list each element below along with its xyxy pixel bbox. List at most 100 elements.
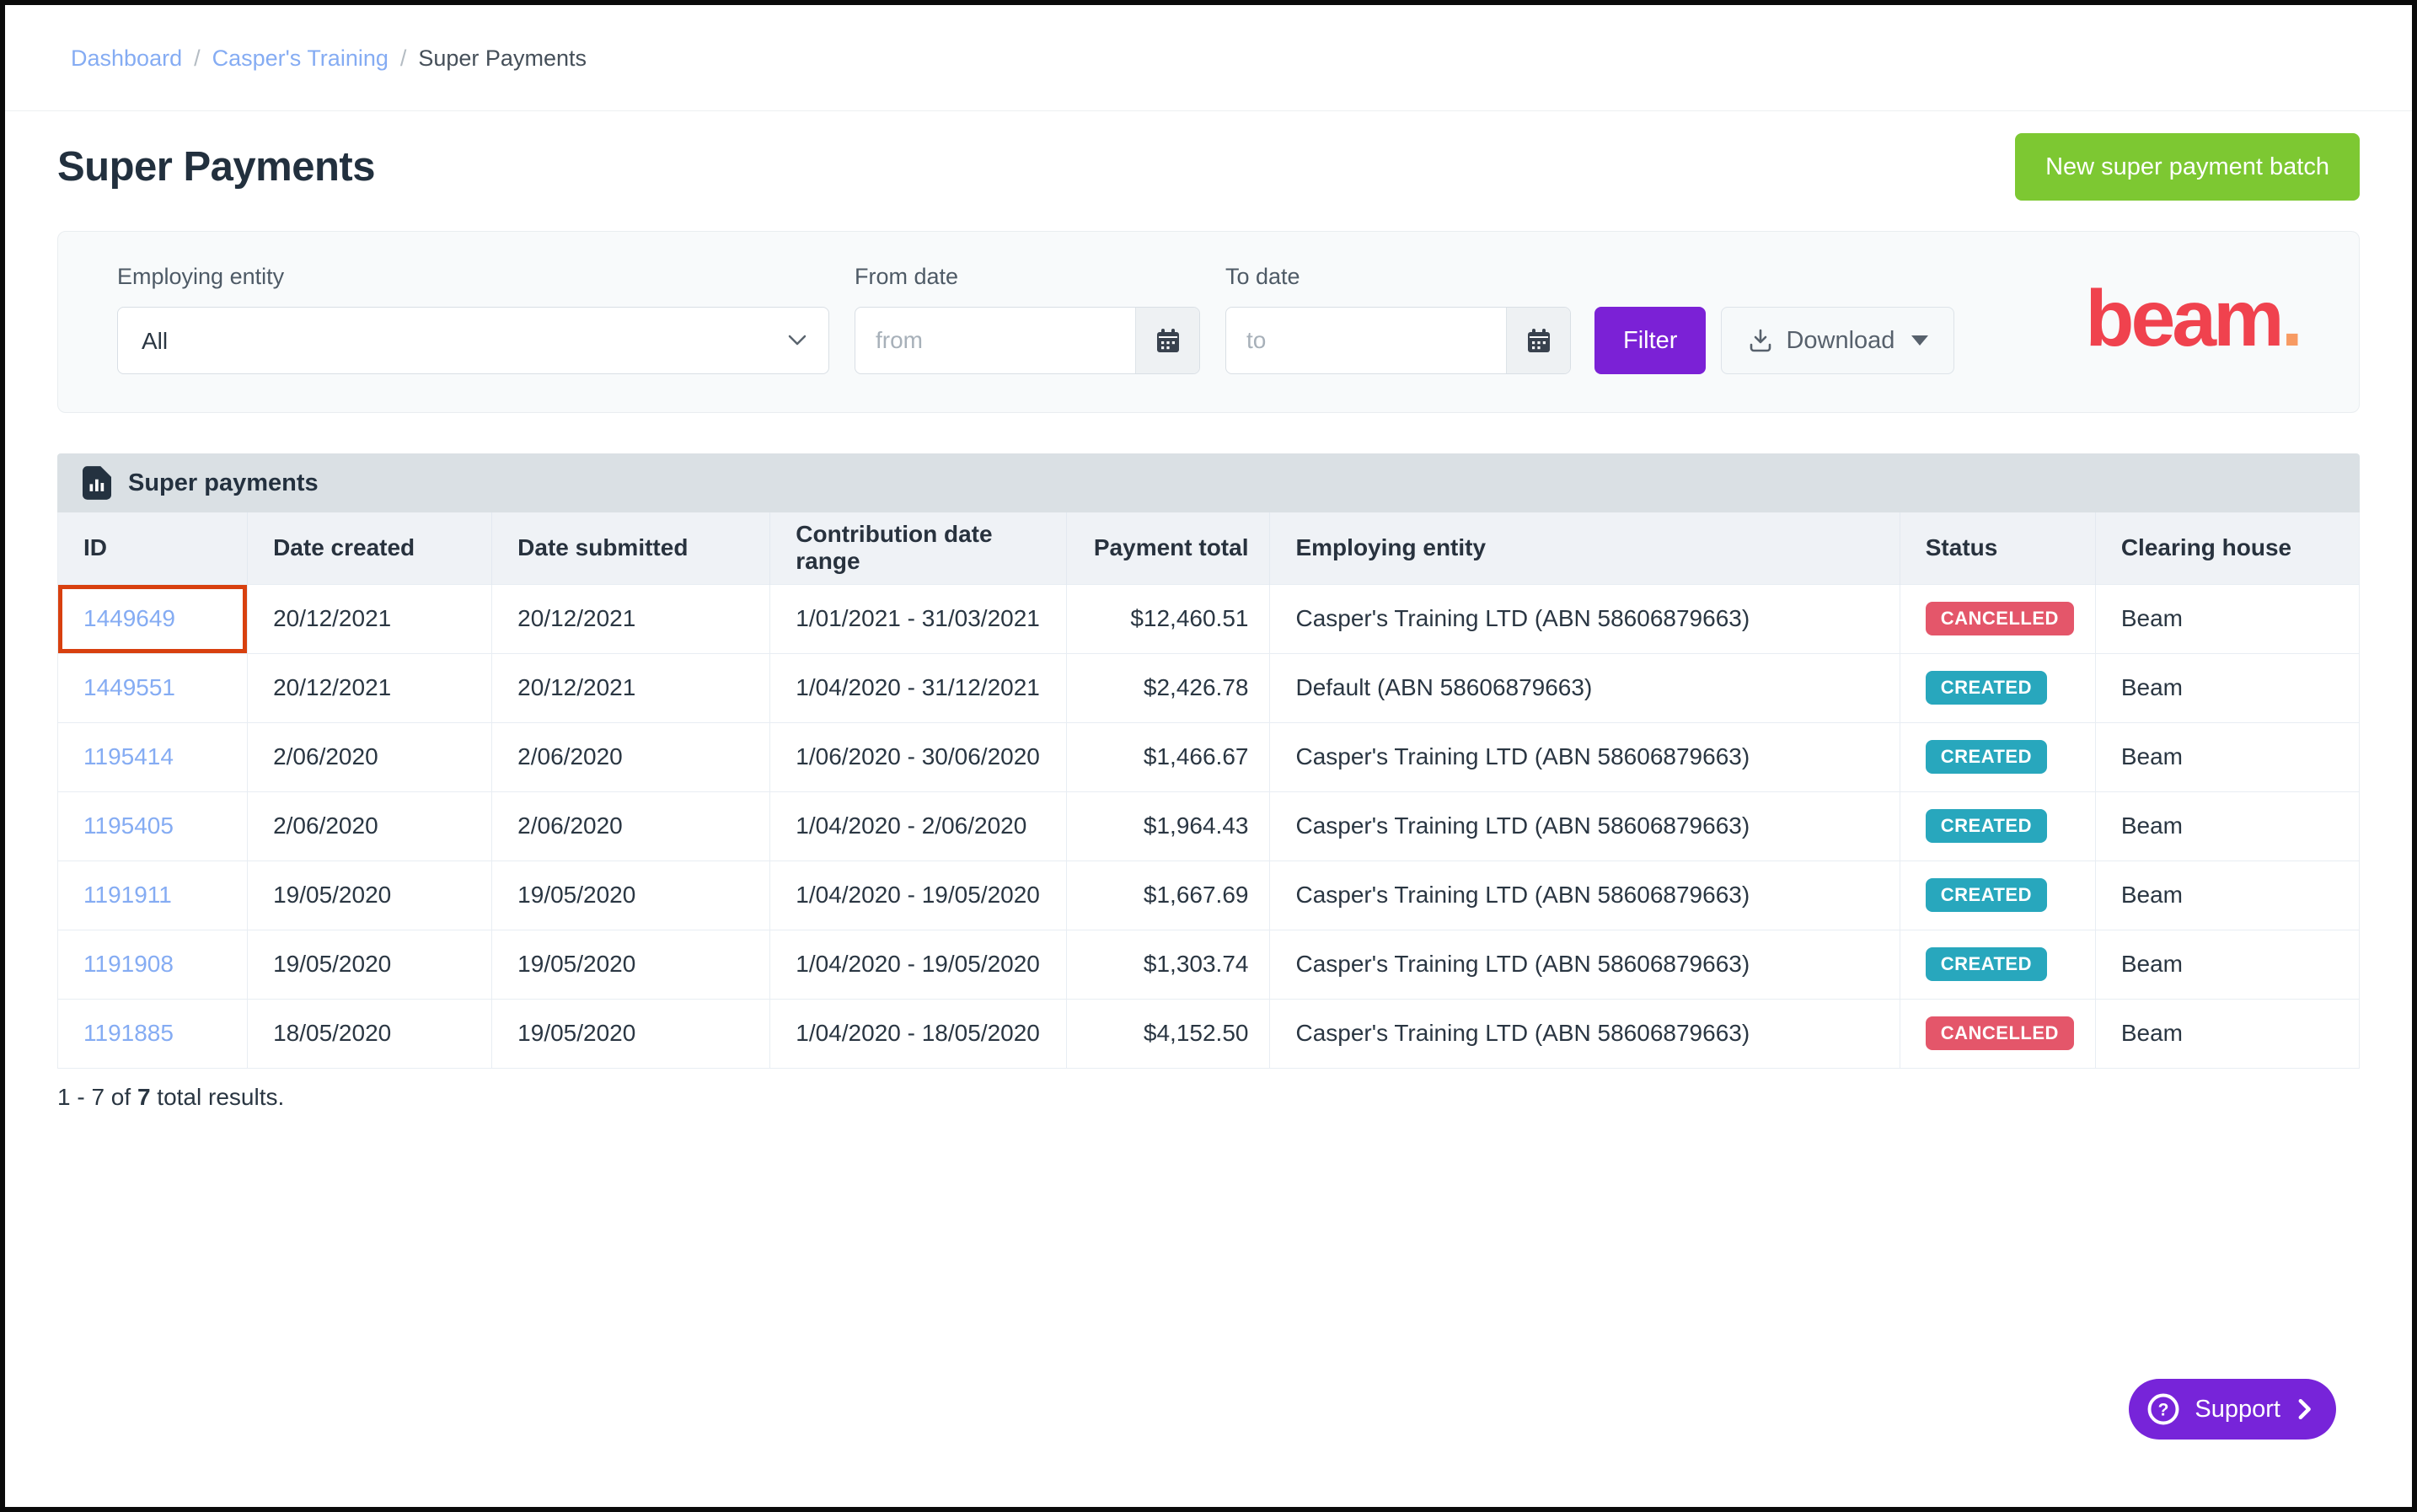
calendar-icon xyxy=(1156,329,1179,352)
date-created-cell: 18/05/2020 xyxy=(247,999,493,1069)
payment-total-cell: $1,964.43 xyxy=(1066,791,1271,861)
payment-id-link[interactable]: 1195405 xyxy=(83,812,174,839)
payment-id-link[interactable]: 1191885 xyxy=(83,1020,174,1046)
to-date-label: To date xyxy=(1225,264,1300,289)
date-submitted-cell: 19/05/2020 xyxy=(491,861,771,930)
status-badge: CREATED xyxy=(1925,671,2047,705)
status-cell: CREATED xyxy=(1900,930,2096,1000)
payment-id-link[interactable]: 1191908 xyxy=(83,951,174,977)
column-header-employing-entity: Employing entity xyxy=(1269,512,1900,584)
caret-down-icon xyxy=(1911,335,1929,346)
from-date-calendar-button[interactable] xyxy=(1135,308,1199,373)
results-total: 7 xyxy=(137,1083,151,1110)
date-submitted-cell: 20/12/2021 xyxy=(491,583,771,654)
status-cell: CREATED xyxy=(1900,861,2096,930)
title-row: Super Payments New super payment batch xyxy=(5,111,2412,201)
date-created-cell: 2/06/2020 xyxy=(247,791,493,861)
id-cell: 1191908 xyxy=(57,930,249,1000)
employing-entity-cell: Casper's Training LTD (ABN 58606879663) xyxy=(1269,999,1900,1069)
employing-entity-field: Employing entity All xyxy=(117,264,829,374)
payment-id-link[interactable]: 1449551 xyxy=(83,674,176,700)
chevron-right-icon xyxy=(2298,1398,2311,1420)
calendar-icon xyxy=(1527,329,1550,352)
filter-button[interactable]: Filter xyxy=(1594,307,1707,374)
table-row: 1195414 2/06/2020 2/06/2020 1/06/2020 - … xyxy=(57,722,2360,792)
table-header-row: ID Date created Date submitted Contribut… xyxy=(57,512,2360,584)
to-date-field: To date xyxy=(1225,264,1571,374)
breadcrumb-current: Super Payments xyxy=(418,46,587,71)
from-date-input[interactable] xyxy=(855,308,1135,373)
employing-entity-select[interactable]: All xyxy=(117,307,829,374)
status-cell: CANCELLED xyxy=(1900,583,2096,654)
employing-entity-cell: Casper's Training LTD (ABN 58606879663) xyxy=(1269,930,1900,1000)
super-payments-table: ID Date created Date submitted Contribut… xyxy=(57,512,2360,1069)
column-header-id: ID xyxy=(57,512,249,584)
status-cell: CREATED xyxy=(1900,791,2096,861)
payment-id-link[interactable]: 1449649 xyxy=(83,605,176,631)
employing-entity-cell: Casper's Training LTD (ABN 58606879663) xyxy=(1269,861,1900,930)
contribution-date-range-cell: 1/04/2020 - 19/05/2020 xyxy=(769,930,1068,1000)
clearing-house-cell: Beam xyxy=(2095,861,2360,930)
column-header-status: Status xyxy=(1900,512,2096,584)
status-badge: CANCELLED xyxy=(1925,602,2074,635)
status-badge: CREATED xyxy=(1925,947,2047,981)
table-body: 1449649 20/12/2021 20/12/2021 1/01/2021 … xyxy=(57,583,2360,1069)
super-payments-table-card: Super payments ID Date created Date subm… xyxy=(57,453,2360,1069)
breadcrumb-caspers-training[interactable]: Casper's Training xyxy=(212,46,389,71)
date-created-cell: 2/06/2020 xyxy=(247,722,493,792)
table-row: 1191911 19/05/2020 19/05/2020 1/04/2020 … xyxy=(57,861,2360,930)
clearing-house-cell: Beam xyxy=(2095,722,2360,792)
payment-total-cell: $1,303.74 xyxy=(1066,930,1271,1000)
breadcrumb: Dashboard / Casper's Training / Super Pa… xyxy=(5,5,2412,72)
id-cell: 1191885 xyxy=(57,999,249,1069)
breadcrumb-dashboard[interactable]: Dashboard xyxy=(71,46,183,71)
to-date-input[interactable] xyxy=(1226,308,1506,373)
breadcrumb-separator: / xyxy=(194,46,201,71)
support-label: Support xyxy=(2195,1395,2280,1423)
id-cell: 1449551 xyxy=(57,653,249,723)
status-cell: CANCELLED xyxy=(1900,999,2096,1069)
status-badge: CREATED xyxy=(1925,740,2047,774)
status-badge: CANCELLED xyxy=(1925,1016,2074,1050)
clearing-house-cell: Beam xyxy=(2095,583,2360,654)
new-super-payment-batch-button[interactable]: New super payment batch xyxy=(2015,133,2360,201)
date-submitted-cell: 2/06/2020 xyxy=(491,791,771,861)
download-button[interactable]: Download xyxy=(1721,307,1955,374)
header-divider xyxy=(5,110,2412,111)
employing-entity-cell: Default (ABN 58606879663) xyxy=(1269,653,1900,723)
date-submitted-cell: 2/06/2020 xyxy=(491,722,771,792)
date-created-cell: 19/05/2020 xyxy=(247,930,493,1000)
contribution-date-range-cell: 1/04/2020 - 18/05/2020 xyxy=(769,999,1068,1069)
breadcrumb-separator: / xyxy=(399,46,407,71)
contribution-date-range-cell: 1/04/2020 - 2/06/2020 xyxy=(769,791,1068,861)
table-card-title: Super payments xyxy=(128,469,319,496)
contribution-date-range-cell: 1/01/2021 - 31/03/2021 xyxy=(769,583,1068,654)
contribution-date-range-cell: 1/06/2020 - 30/06/2020 xyxy=(769,722,1068,792)
status-cell: CREATED xyxy=(1900,722,2096,792)
employing-entity-label: Employing entity xyxy=(117,264,285,289)
from-date-label: From date xyxy=(855,264,959,289)
column-header-payment-total: Payment total xyxy=(1066,512,1271,584)
payment-total-cell: $2,426.78 xyxy=(1066,653,1271,723)
from-date-field: From date xyxy=(855,264,1200,374)
download-label: Download xyxy=(1786,326,1895,354)
contribution-date-range-cell: 1/04/2020 - 19/05/2020 xyxy=(769,861,1068,930)
results-summary: 1 - 7 of 7 total results. xyxy=(57,1083,285,1110)
table-row: 1191908 19/05/2020 19/05/2020 1/04/2020 … xyxy=(57,930,2360,1000)
download-icon xyxy=(1750,329,1771,352)
payment-total-cell: $1,667.69 xyxy=(1066,861,1271,930)
column-header-clearing-house: Clearing house xyxy=(2095,512,2360,584)
support-button[interactable]: ? Support xyxy=(2129,1379,2336,1440)
bar-chart-file-icon xyxy=(83,466,111,500)
payment-total-cell: $12,460.51 xyxy=(1066,583,1271,654)
date-created-cell: 19/05/2020 xyxy=(247,861,493,930)
clearing-house-cell: Beam xyxy=(2095,999,2360,1069)
to-date-calendar-button[interactable] xyxy=(1506,308,1570,373)
payment-id-link[interactable]: 1191911 xyxy=(83,882,172,908)
payment-id-link[interactable]: 1195414 xyxy=(83,743,174,769)
svg-text:?: ? xyxy=(2158,1401,2169,1420)
clearing-house-cell: Beam xyxy=(2095,653,2360,723)
status-badge: CREATED xyxy=(1925,809,2047,843)
table-row: 1449649 20/12/2021 20/12/2021 1/01/2021 … xyxy=(57,583,2360,654)
